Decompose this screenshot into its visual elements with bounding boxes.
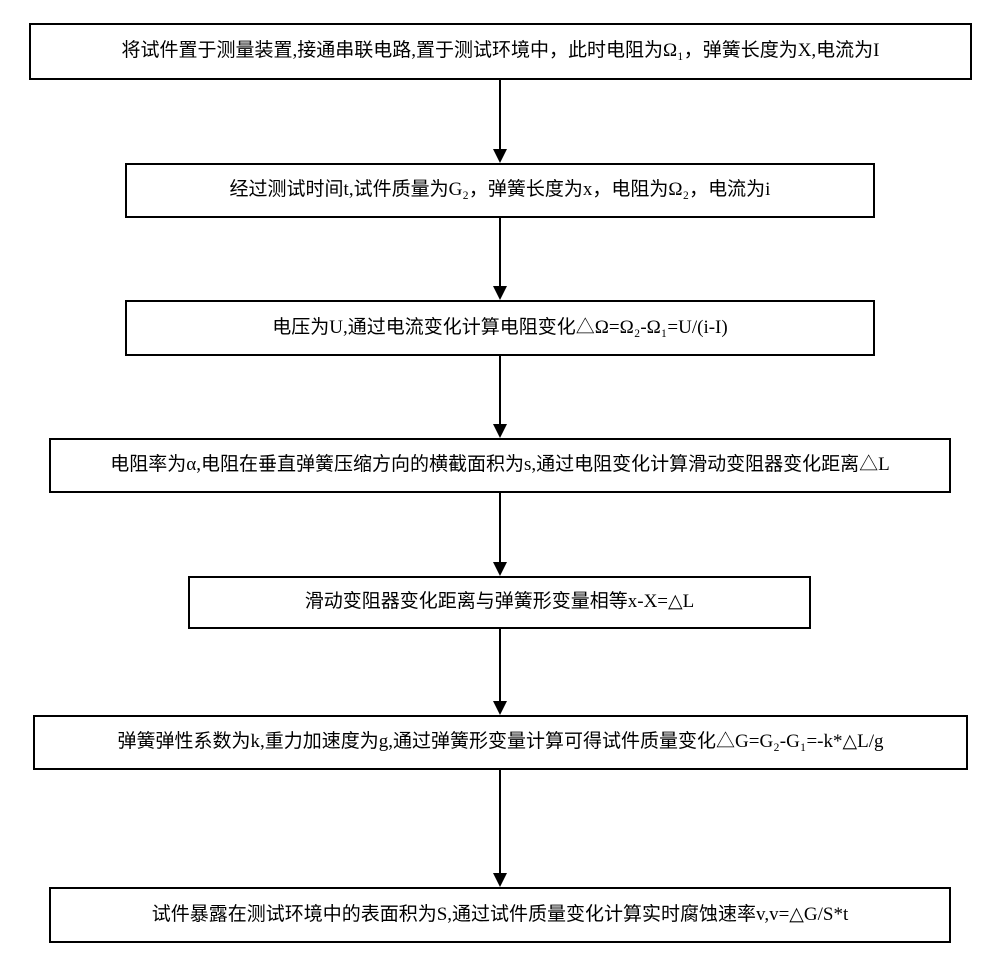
arrow-head-icon [493, 424, 507, 438]
arrow-head-icon [493, 701, 507, 715]
flowchart-node: 电压为U,通过电流变化计算电阻变化△Ω=Ω₂-Ω₁=U/(i-I) [125, 300, 875, 356]
flowchart-node: 电阻率为α,电阻在垂直弹簧压缩方向的横截面积为s,通过电阻变化计算滑动变阻器变化… [49, 438, 951, 493]
arrow-head-icon [493, 149, 507, 163]
node-text: 弹簧弹性系数为k,重力加速度为g,通过弹簧形变量计算可得试件质量变化△G=G₂-… [118, 730, 884, 755]
arrow-head-icon [493, 286, 507, 300]
flowchart-canvas: 将试件置于测量装置,接通串联电路,置于测试环境中，此时电阻为Ω₁，弹簧长度为X,… [0, 0, 1000, 977]
node-text: 电压为U,通过电流变化计算电阻变化△Ω=Ω₂-Ω₁=U/(i-I) [272, 316, 727, 341]
arrow-head-icon [493, 873, 507, 887]
flowchart-arrow [499, 356, 501, 424]
flowchart-node: 将试件置于测量装置,接通串联电路,置于测试环境中，此时电阻为Ω₁，弹簧长度为X,… [29, 23, 972, 80]
flowchart-node: 经过测试时间t,试件质量为G₂，弹簧长度为x，电阻为Ω₂，电流为i [125, 163, 875, 218]
flowchart-node: 弹簧弹性系数为k,重力加速度为g,通过弹簧形变量计算可得试件质量变化△G=G₂-… [33, 715, 968, 770]
flowchart-node: 滑动变阻器变化距离与弹簧形变量相等x-X=△L [188, 576, 811, 629]
node-text: 经过测试时间t,试件质量为G₂，弹簧长度为x，电阻为Ω₂，电流为i [230, 178, 771, 203]
node-text: 滑动变阻器变化距离与弹簧形变量相等x-X=△L [305, 590, 694, 615]
node-text: 试件暴露在测试环境中的表面积为S,通过试件质量变化计算实时腐蚀速率v,v=△G/… [152, 903, 849, 928]
flowchart-arrow [499, 493, 501, 562]
flowchart-arrow [499, 629, 501, 701]
node-text: 将试件置于测量装置,接通串联电路,置于测试环境中，此时电阻为Ω₁，弹簧长度为X,… [121, 39, 879, 64]
flowchart-arrow [499, 218, 501, 286]
arrow-head-icon [493, 562, 507, 576]
flowchart-arrow [499, 80, 501, 149]
flowchart-arrow [499, 770, 501, 873]
node-text: 电阻率为α,电阻在垂直弹簧压缩方向的横截面积为s,通过电阻变化计算滑动变阻器变化… [110, 453, 889, 478]
flowchart-node: 试件暴露在测试环境中的表面积为S,通过试件质量变化计算实时腐蚀速率v,v=△G/… [49, 887, 951, 943]
